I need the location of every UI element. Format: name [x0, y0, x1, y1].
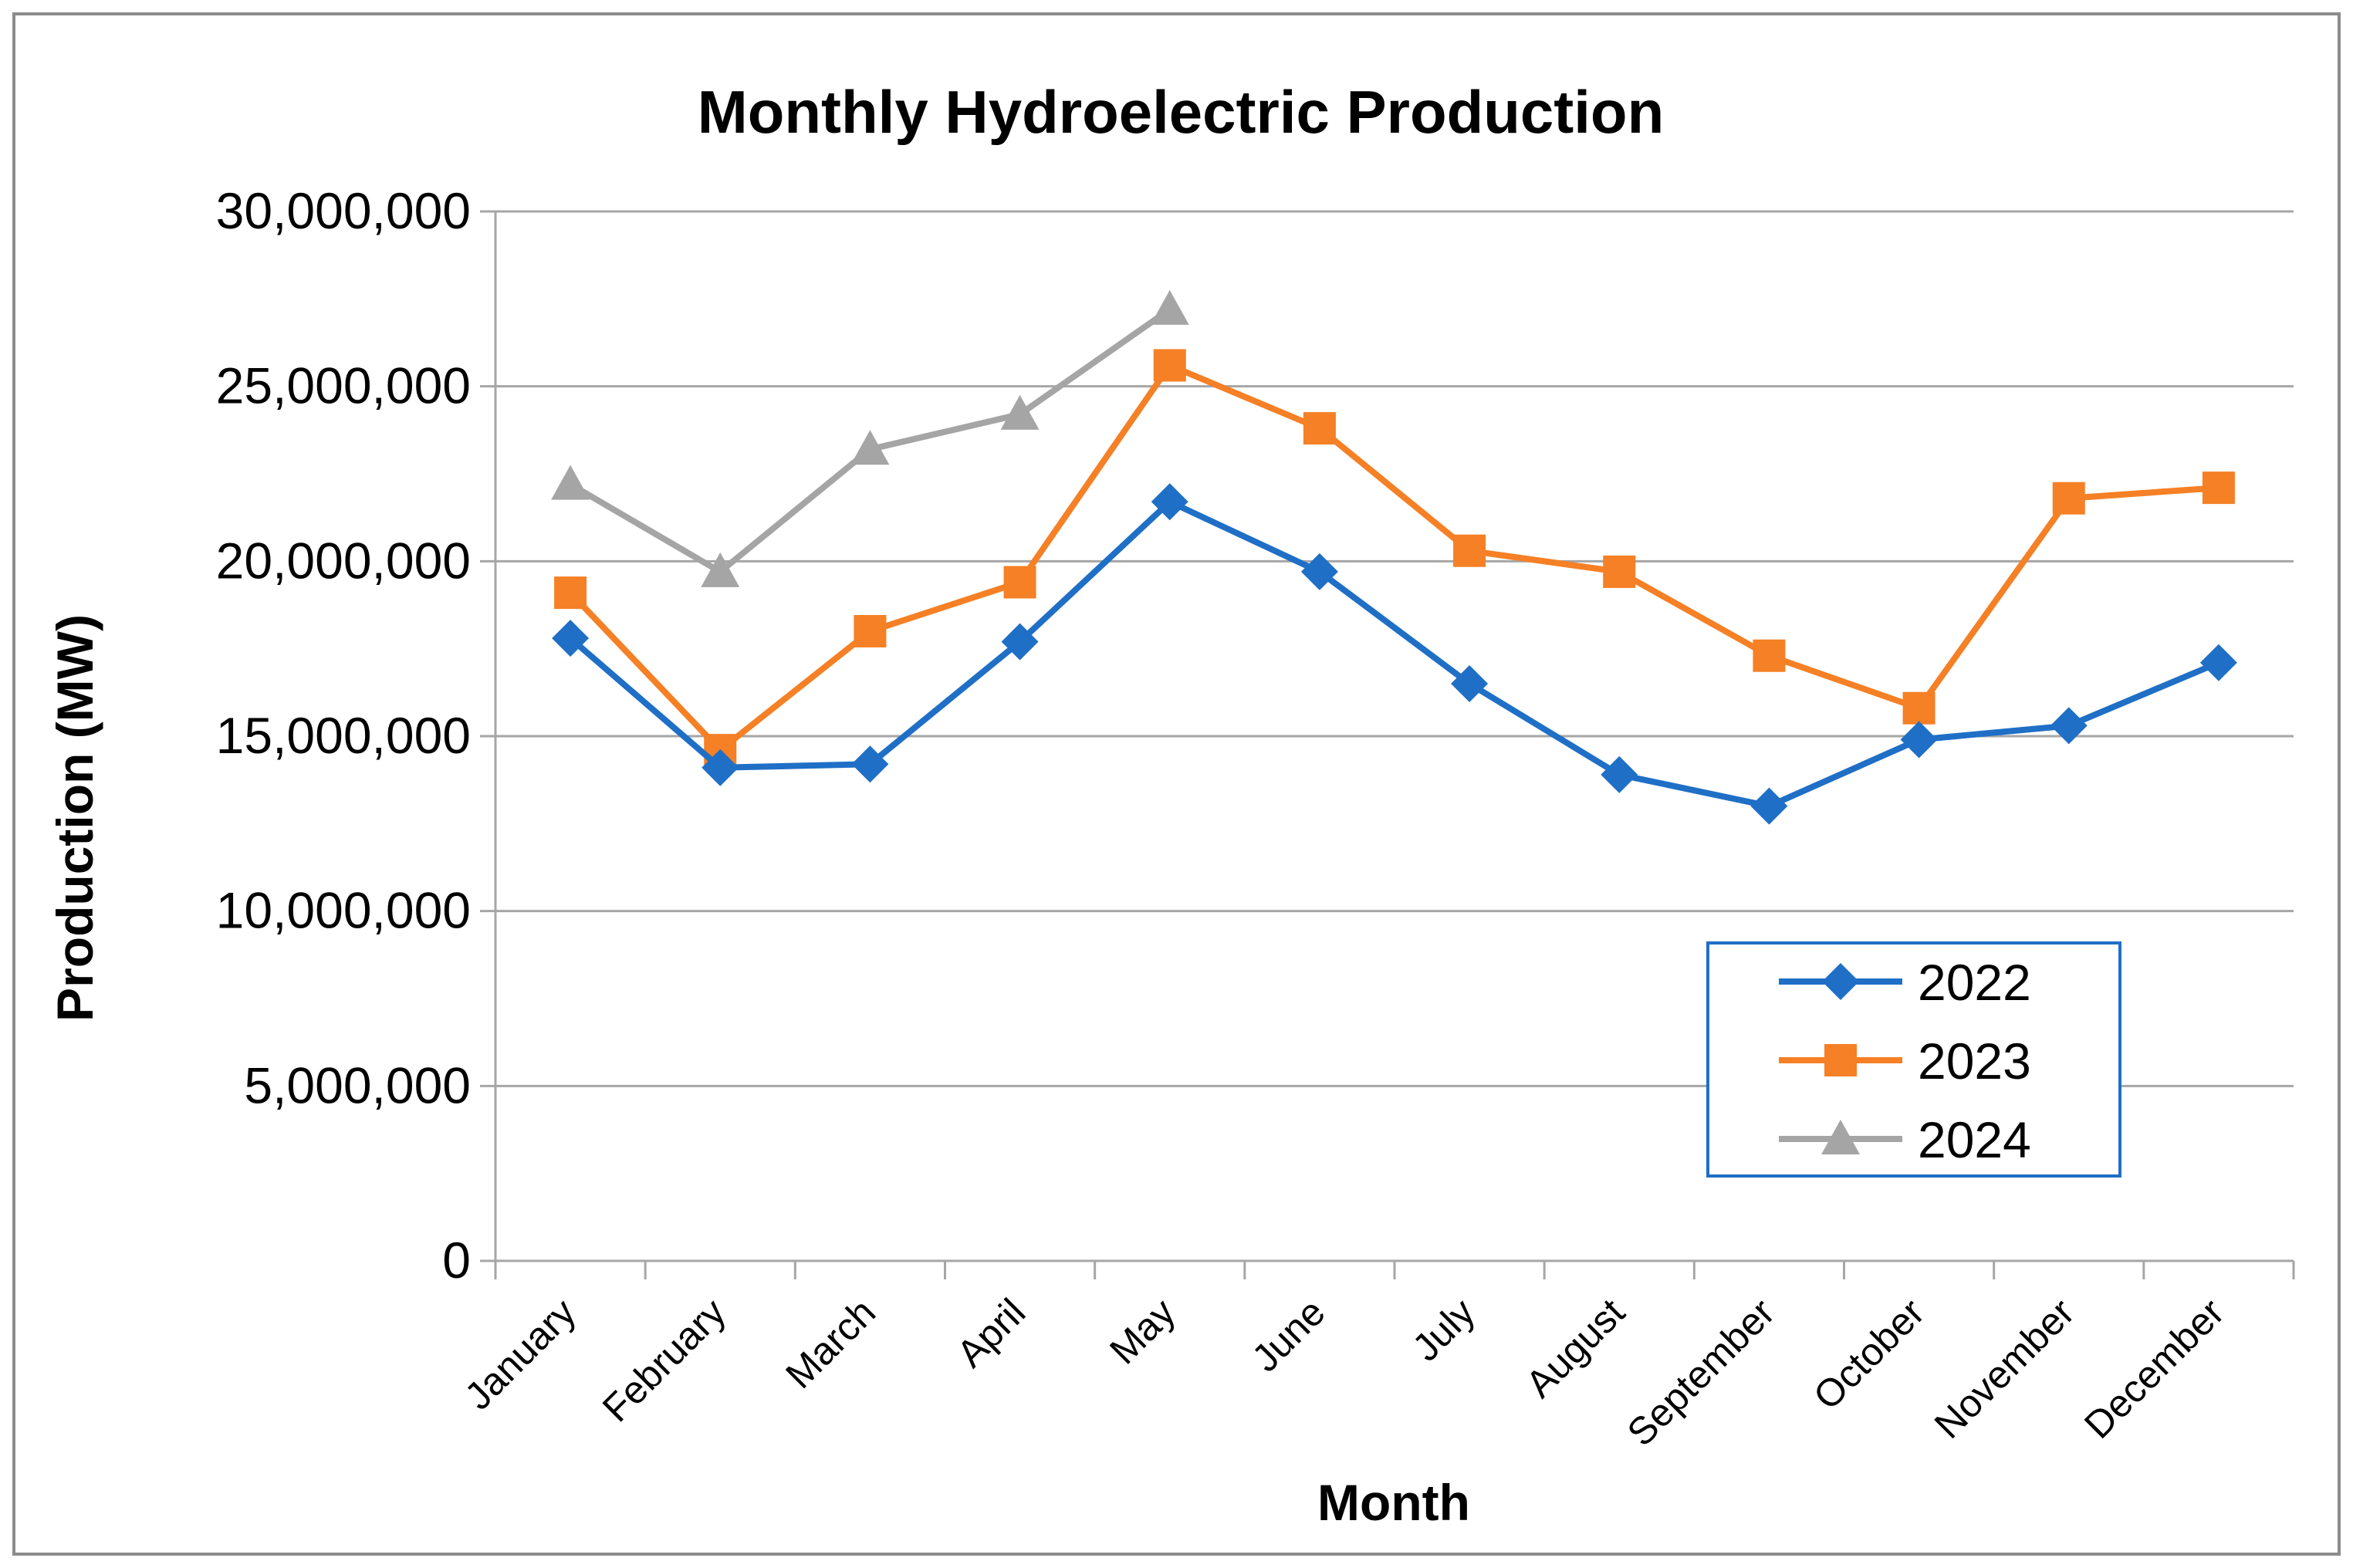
data-point-2023: [2202, 471, 2235, 505]
legend-marker: [1824, 1044, 1857, 1076]
data-point-2022: [1900, 721, 1938, 759]
data-point-2024: [850, 430, 890, 465]
legend: 2022 2023 2024: [1706, 941, 2121, 1178]
data-point-2023: [854, 615, 887, 647]
y-tick-label: 5,000,000: [244, 1056, 471, 1113]
data-point-2023: [1303, 412, 1336, 445]
series-group: [551, 289, 2237, 825]
data-point-2024: [1000, 394, 1040, 430]
data-point-2024: [701, 552, 740, 587]
data-point-2023: [1153, 349, 1186, 382]
legend-marker: [1821, 1120, 1860, 1154]
data-point-2022: [851, 745, 889, 783]
y-tick-label: 15,000,000: [216, 707, 471, 764]
data-point-2022: [2199, 644, 2237, 681]
data-point-2022: [702, 749, 739, 786]
data-point-2023: [1603, 555, 1636, 588]
data-point-2022: [552, 620, 590, 657]
y-axis-title: Production (MW): [46, 614, 103, 1022]
legend-label: 2024: [1918, 1111, 2031, 1168]
y-tick-label: 25,000,000: [216, 357, 471, 414]
data-point-2022: [1750, 787, 1788, 825]
data-point-2022: [1300, 553, 1338, 590]
x-axis-title: Month: [1317, 1474, 1470, 1531]
data-point-2023: [554, 576, 587, 610]
y-tick-label: 20,000,000: [216, 532, 471, 589]
legend-item-2024: 2024: [1779, 1111, 2031, 1168]
legend-box: [1706, 941, 2121, 1178]
data-point-2023: [2052, 482, 2085, 515]
data-point-2022: [1151, 483, 1188, 521]
data-point-2024: [551, 465, 590, 500]
series-line-2022: [568, 498, 2220, 809]
data-point-2022: [1001, 623, 1039, 661]
data-point-2023: [1902, 691, 1935, 725]
series-2024: [551, 289, 1189, 587]
series-line-2023: [568, 362, 2219, 754]
chart-border: [12, 12, 2341, 1556]
data-point-2023: [1453, 534, 1486, 567]
data-point-2022: [2050, 707, 2088, 745]
legend-marker: [1822, 963, 1859, 1000]
legend-label: 2022: [1918, 954, 2031, 1011]
legend-label: 2023: [1918, 1032, 2031, 1090]
legend-item-2023: 2023: [1779, 1032, 2031, 1090]
data-point-2023: [1003, 566, 1036, 599]
data-point-2023: [1753, 639, 1786, 672]
series-2023: [554, 349, 2235, 767]
y-tick-label: 10,000,000: [216, 882, 471, 939]
data-point-2022: [1601, 755, 1638, 793]
y-tick-label: 0: [442, 1232, 471, 1289]
legend-item-2022: 2022: [1779, 954, 2031, 1011]
chart-title: Monthly Hydroelectric Production: [698, 78, 1664, 146]
data-point-2024: [1150, 289, 1189, 325]
y-tick-label: 30,000,000: [216, 182, 471, 239]
data-point-2022: [1451, 665, 1489, 702]
series-2022: [552, 483, 2237, 825]
